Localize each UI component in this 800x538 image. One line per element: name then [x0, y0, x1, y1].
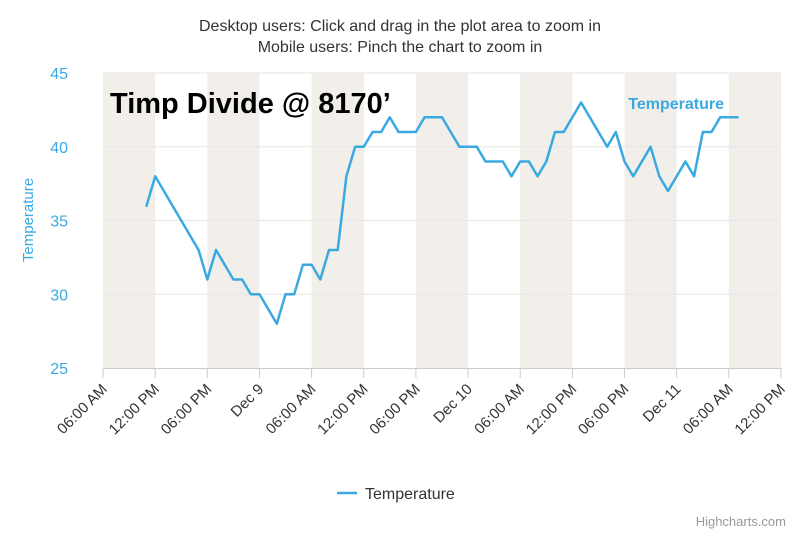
data-point[interactable]: [403, 128, 411, 136]
y-tick-label: 25: [50, 361, 68, 378]
gridlines: [103, 72, 781, 295]
credits-link[interactable]: Highcharts.com: [696, 514, 786, 529]
y-tick-label: 30: [50, 287, 68, 304]
x-tick-label: 12:00 PM: [523, 381, 580, 438]
data-point[interactable]: [256, 290, 264, 298]
data-point[interactable]: [447, 128, 455, 136]
data-point[interactable]: [395, 128, 403, 136]
subtitle-line-1: Desktop users: Click and drag in the plo…: [199, 18, 601, 35]
series-layer: [143, 99, 742, 328]
x-tick-label: 12:00 PM: [106, 381, 163, 438]
data-point[interactable]: [490, 158, 498, 166]
data-point[interactable]: [351, 143, 359, 151]
data-point[interactable]: [377, 128, 385, 136]
x-tick-label: 06:00 AM: [680, 381, 737, 438]
data-point[interactable]: [568, 113, 576, 121]
data-point[interactable]: [299, 261, 307, 269]
data-point[interactable]: [212, 246, 220, 254]
data-point[interactable]: [186, 231, 194, 239]
data-point[interactable]: [525, 158, 533, 166]
series-line-temperature[interactable]: [145, 101, 739, 326]
data-point[interactable]: [429, 113, 437, 121]
data-point[interactable]: [169, 202, 177, 210]
x-tick-label: Dec 10: [430, 381, 476, 427]
x-tick-label: 06:00 AM: [54, 381, 111, 438]
data-point[interactable]: [273, 320, 281, 328]
data-point[interactable]: [438, 113, 446, 121]
data-point[interactable]: [734, 113, 742, 121]
data-point[interactable]: [421, 113, 429, 121]
data-point[interactable]: [716, 113, 724, 121]
legend-item[interactable]: Temperature: [337, 486, 455, 503]
data-point[interactable]: [560, 128, 568, 136]
data-point[interactable]: [473, 143, 481, 151]
data-point[interactable]: [290, 290, 298, 298]
data-point[interactable]: [308, 261, 316, 269]
x-tick-label: Dec 11: [640, 381, 685, 426]
subtitle-line-2: Mobile users: Pinch the chart to zoom in: [258, 39, 543, 56]
data-point[interactable]: [482, 158, 490, 166]
data-point[interactable]: [621, 158, 629, 166]
data-point[interactable]: [655, 172, 663, 180]
data-point[interactable]: [681, 158, 689, 166]
data-point[interactable]: [699, 128, 707, 136]
y-tick-label: 45: [50, 66, 68, 83]
data-point[interactable]: [534, 172, 542, 180]
chart-title: Timp Divide @ 8170’: [110, 88, 391, 120]
data-point[interactable]: [542, 158, 550, 166]
x-tick-label: 12:00 PM: [314, 381, 371, 438]
series-label: Temperature: [628, 96, 724, 113]
y-tick-label: 40: [50, 140, 68, 157]
data-point[interactable]: [316, 276, 324, 284]
data-point[interactable]: [577, 99, 585, 107]
x-tick-label: 12:00 PM: [731, 381, 788, 438]
data-point[interactable]: [221, 261, 229, 269]
data-point[interactable]: [516, 158, 524, 166]
data-point[interactable]: [464, 143, 472, 151]
x-tick-label: Dec 9: [228, 381, 268, 421]
data-point[interactable]: [195, 246, 203, 254]
data-point[interactable]: [508, 172, 516, 180]
y-axis-label: Temperature: [20, 178, 37, 262]
data-point[interactable]: [412, 128, 420, 136]
data-point[interactable]: [229, 276, 237, 284]
data-point[interactable]: [725, 113, 733, 121]
data-point[interactable]: [282, 290, 290, 298]
data-point[interactable]: [325, 246, 333, 254]
x-tick-label: 06:00 PM: [575, 381, 632, 438]
x-tick-label: 06:00 AM: [471, 381, 528, 438]
data-point[interactable]: [342, 172, 350, 180]
x-tick-label: 06:00 PM: [366, 381, 423, 438]
y-tick-label: 35: [50, 214, 68, 231]
data-point[interactable]: [629, 172, 637, 180]
data-point[interactable]: [334, 246, 342, 254]
data-point[interactable]: [369, 128, 377, 136]
data-point[interactable]: [238, 276, 246, 284]
data-point[interactable]: [264, 305, 272, 313]
data-point[interactable]: [595, 128, 603, 136]
data-point[interactable]: [690, 172, 698, 180]
data-point[interactable]: [586, 113, 594, 121]
x-tick-label: 06:00 AM: [263, 381, 320, 438]
data-point[interactable]: [360, 143, 368, 151]
x-tick-label: 06:00 PM: [158, 381, 215, 438]
data-point[interactable]: [203, 276, 211, 284]
data-point[interactable]: [638, 158, 646, 166]
data-point[interactable]: [551, 128, 559, 136]
data-point[interactable]: [143, 202, 151, 210]
data-point[interactable]: [247, 290, 255, 298]
data-point[interactable]: [673, 172, 681, 180]
data-point[interactable]: [664, 187, 672, 195]
data-point[interactable]: [708, 128, 716, 136]
data-point[interactable]: [603, 143, 611, 151]
data-point[interactable]: [455, 143, 463, 151]
data-point[interactable]: [647, 143, 655, 151]
data-point[interactable]: [151, 172, 159, 180]
legend-label: Temperature: [365, 486, 455, 503]
data-point[interactable]: [612, 128, 620, 136]
data-point[interactable]: [177, 217, 185, 225]
data-point[interactable]: [499, 158, 507, 166]
